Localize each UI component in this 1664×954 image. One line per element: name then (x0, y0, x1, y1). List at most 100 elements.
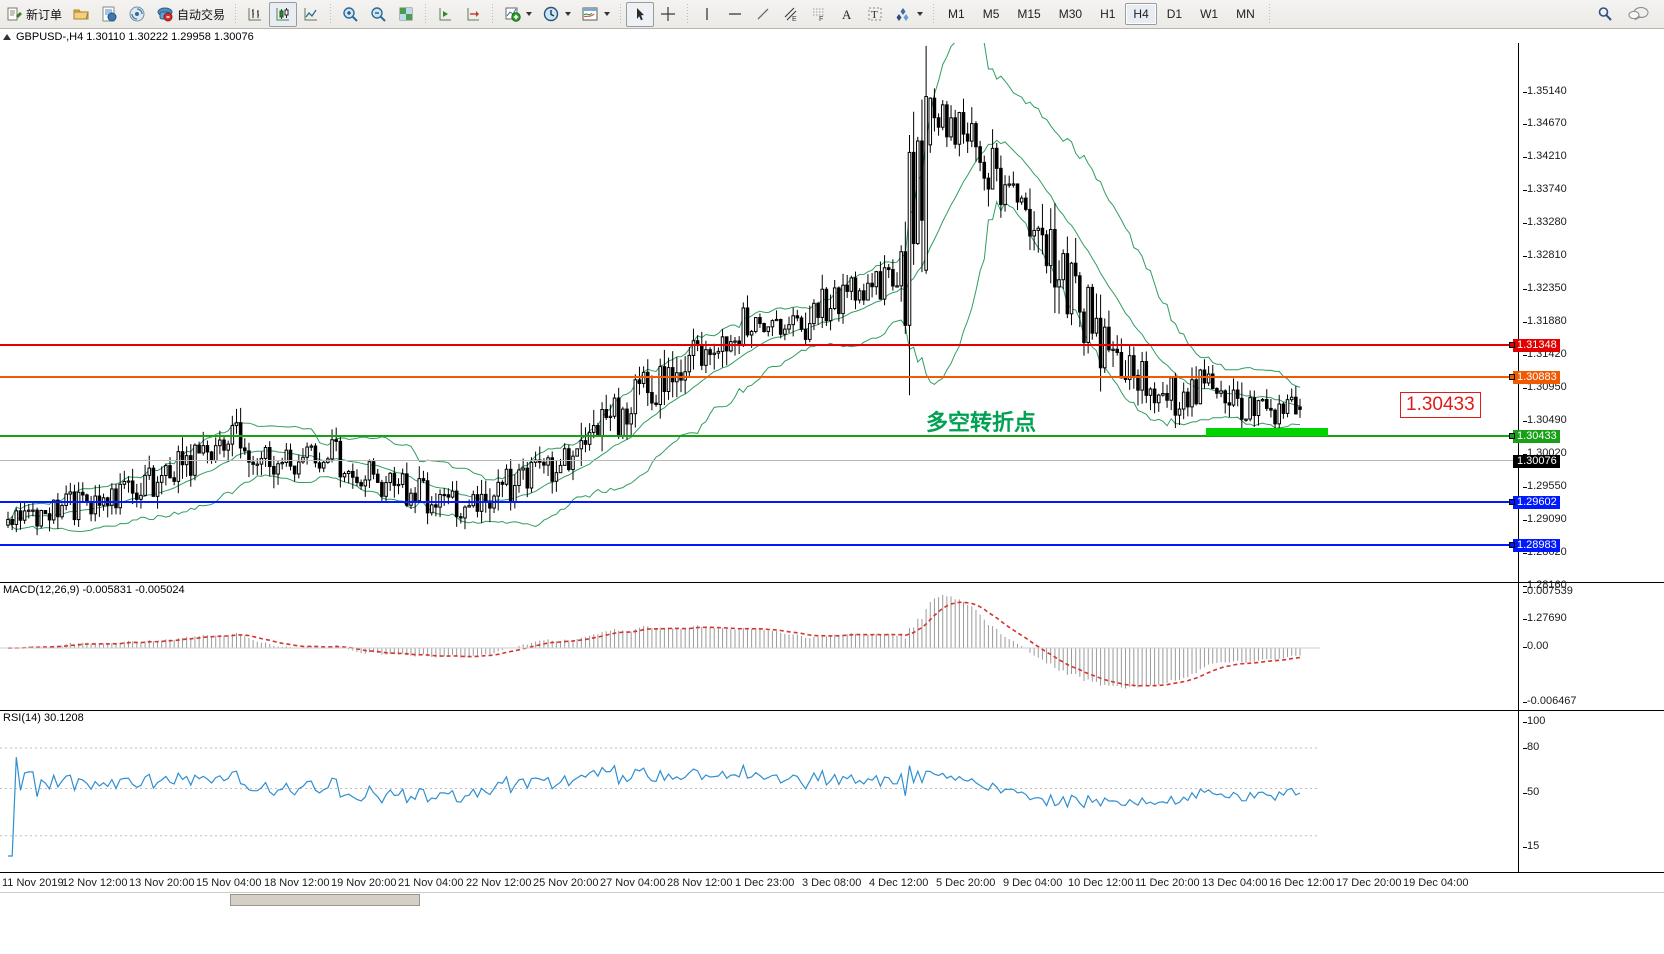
timeframe-m1[interactable]: M1 (948, 7, 965, 21)
chart-grid-button[interactable] (392, 2, 420, 27)
price-callout-box: 1.30433 (1400, 392, 1481, 418)
templates-button[interactable] (576, 2, 615, 27)
equidistant-channel-button[interactable]: E (777, 2, 805, 27)
price-scale[interactable]: 1.35140 1.34670 1.34210 1.33740 1.33280 1.328… (1509, 43, 1664, 624)
symbol-ohlc-text: GBPUSD-,H4 1.30110 1.30222 1.29958 1.300… (16, 30, 254, 43)
timeframe-m15[interactable]: M15 (1017, 7, 1041, 21)
level-line-support-2[interactable] (0, 544, 1518, 546)
new-order-button[interactable]: 新订单 (0, 2, 67, 27)
rsi-tick: 15 (1522, 840, 1540, 852)
candlestick-chart-button[interactable] (269, 1, 298, 27)
crosshair-tool-button[interactable] (654, 2, 682, 27)
time-label: 11 Dec 20:00 (1135, 877, 1200, 889)
zoom-out-icon (369, 5, 387, 23)
level-line-resistance-2[interactable] (0, 376, 1518, 378)
toolbar-separator (1268, 4, 1270, 24)
chat-icon[interactable] (1628, 5, 1650, 23)
collapse-triangle-icon[interactable] (3, 33, 11, 40)
autotrade-button[interactable]: 自动交易 (151, 2, 230, 27)
price-tick: 1.29550 (1523, 480, 1567, 492)
text-label-icon: A (838, 5, 856, 23)
time-label: 9 Dec 04:00 (1003, 877, 1063, 889)
level-line-resistance-1[interactable] (0, 344, 1518, 346)
timeframe-d1[interactable]: D1 (1166, 7, 1183, 21)
timeframe-h1[interactable]: H1 (1100, 7, 1116, 21)
chevron-down-icon[interactable] (917, 12, 924, 16)
shapes-button[interactable] (889, 2, 928, 27)
level-handle[interactable] (1509, 542, 1515, 548)
text-object-button[interactable]: T (861, 2, 889, 27)
timeframe-mn[interactable]: MN (1236, 7, 1255, 21)
timeframe-h4[interactable]: H4 (1125, 3, 1157, 25)
time-label: 11 Nov 2019 (2, 877, 64, 889)
period-button[interactable] (537, 2, 576, 27)
level-tag-resistance-1[interactable]: 1.31348 (1509, 339, 1560, 352)
rsi-scale[interactable]: 100 80 50 15 (1519, 711, 1664, 872)
price-tick: 1.28160 (1523, 579, 1567, 591)
macd-pane[interactable]: MACD(12,26,9) -0.005831 -0.005024 0.0075… (0, 582, 1664, 710)
main-toolbar: 新订单 (0, 0, 1664, 29)
timeframe-w1[interactable]: W1 (1200, 7, 1219, 21)
level-handle[interactable] (1509, 433, 1515, 439)
add-indicator-button[interactable] (498, 2, 537, 27)
level-price-text: 1.31348 (1517, 339, 1557, 351)
level-handle[interactable] (1509, 342, 1515, 348)
level-tag-support-2[interactable]: 1.28983 (1509, 539, 1560, 552)
trendline-button[interactable] (749, 2, 777, 27)
network-button[interactable] (123, 2, 151, 27)
chevron-down-icon[interactable] (604, 12, 611, 16)
chevron-down-icon[interactable] (565, 12, 572, 16)
price-tick: 1.30950 (1523, 381, 1567, 393)
cursor-tool-button[interactable] (626, 1, 655, 27)
time-label: 18 Nov 12:00 (264, 877, 330, 889)
time-label: 12 Nov 12:00 (62, 877, 128, 889)
time-label: 27 Nov 04:00 (600, 877, 666, 889)
svg-text:F: F (819, 16, 823, 23)
vertical-line-button[interactable] (693, 2, 721, 27)
folder-button[interactable] (67, 2, 95, 27)
price-chart-pane[interactable]: 1.35140 1.34670 1.34210 1.33740 1.33280 1.328… (0, 43, 1664, 624)
metaeditor-button[interactable] (95, 2, 123, 27)
rsi-pane[interactable]: RSI(14) 30.1208 100 80 50 15 (0, 710, 1664, 872)
text-label-button[interactable]: A (833, 2, 861, 27)
timeframe-m30[interactable]: M30 (1058, 7, 1083, 21)
zoom-in-icon (341, 5, 359, 23)
svg-text:T: T (871, 9, 878, 21)
price-tick: 1.30490 (1523, 414, 1567, 426)
timeframe-m5[interactable]: M5 (982, 7, 1000, 21)
macd-scale[interactable]: 0.007539 0.00 -0.006467 (1519, 583, 1664, 710)
time-axis[interactable]: 11 Nov 2019 12 Nov 12:00 13 Nov 20:00 15 No… (0, 872, 1664, 892)
level-price-text: 1.29602 (1517, 496, 1557, 508)
metaeditor-icon (100, 5, 118, 23)
horizontal-line-button[interactable] (721, 2, 749, 27)
candlestick-chart-icon (274, 5, 292, 23)
fibonacci-button[interactable]: F (805, 2, 833, 27)
line-chart-button[interactable] (297, 2, 325, 27)
toolbar-right-group (1596, 5, 1664, 23)
level-tag-current-price[interactable]: 1.30076 (1513, 455, 1560, 468)
bar-chart-button[interactable] (241, 2, 269, 27)
level-handle[interactable] (1509, 374, 1515, 380)
level-line-pivot-green[interactable] (0, 435, 1518, 437)
level-tag-resistance-2[interactable]: 1.30883 (1509, 371, 1560, 384)
chart-grid-icon (397, 5, 415, 23)
level-line-support-1[interactable] (0, 501, 1518, 503)
level-handle[interactable] (1509, 499, 1515, 505)
time-label: 3 Dec 08:00 (802, 877, 862, 889)
zoom-out-button[interactable] (364, 2, 392, 27)
current-price-line (0, 460, 1518, 461)
macd-tick: 0.00 (1522, 640, 1549, 652)
level-tag-pivot-green[interactable]: 1.30433 (1509, 430, 1560, 443)
time-label: 5 Dec 20:00 (936, 877, 996, 889)
auto-scroll-button[interactable] (431, 2, 459, 27)
search-icon[interactable] (1596, 5, 1614, 23)
price-tick: 1.29090 (1523, 513, 1567, 525)
chevron-down-icon[interactable] (526, 12, 533, 16)
level-tag-support-1[interactable]: 1.29602 (1509, 496, 1560, 509)
chart-shift-button[interactable] (459, 2, 487, 27)
zoom-in-button[interactable] (336, 2, 364, 27)
macd-tick: 0.007539 (1523, 585, 1573, 597)
rsi-axis-line (1518, 711, 1519, 872)
taskbar-tab[interactable] (230, 894, 420, 906)
price-tick: 1.33280 (1523, 216, 1567, 228)
